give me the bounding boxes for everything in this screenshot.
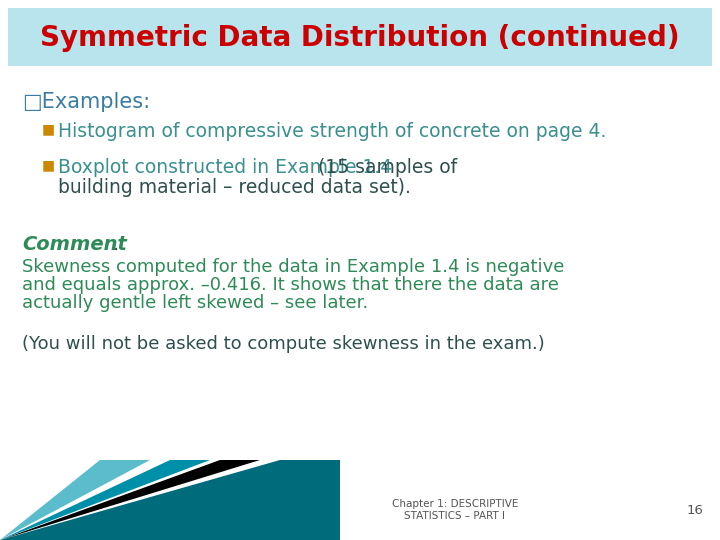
FancyBboxPatch shape (8, 8, 712, 66)
Polygon shape (0, 460, 210, 540)
Text: (You will not be asked to compute skewness in the exam.): (You will not be asked to compute skewne… (22, 335, 545, 353)
Text: and equals approx. –0.416. It shows that there the data are: and equals approx. –0.416. It shows that… (22, 276, 559, 294)
Text: .: . (113, 235, 120, 254)
Text: Comment: Comment (22, 235, 127, 254)
Text: (15 samples of: (15 samples of (318, 158, 457, 177)
Text: ■: ■ (42, 122, 55, 136)
Polygon shape (0, 460, 260, 540)
Text: 16: 16 (687, 503, 703, 516)
Text: Histogram of compressive strength of concrete on page 4.: Histogram of compressive strength of con… (58, 122, 606, 141)
Text: building material – reduced data set).: building material – reduced data set). (58, 178, 411, 197)
Polygon shape (0, 460, 340, 540)
Text: Chapter 1: DESCRIPTIVE
STATISTICS – PART I: Chapter 1: DESCRIPTIVE STATISTICS – PART… (392, 499, 518, 521)
Text: Skewness computed for the data in Example 1.4 is negative: Skewness computed for the data in Exampl… (22, 258, 564, 276)
Text: ■: ■ (42, 158, 55, 172)
Text: actually gentle left skewed – see later.: actually gentle left skewed – see later. (22, 294, 368, 312)
Text: □Examples:: □Examples: (22, 92, 150, 112)
Polygon shape (0, 460, 150, 540)
Text: Symmetric Data Distribution (continued): Symmetric Data Distribution (continued) (40, 24, 680, 52)
Text: Boxplot constructed in Example 1.4: Boxplot constructed in Example 1.4 (58, 158, 398, 177)
